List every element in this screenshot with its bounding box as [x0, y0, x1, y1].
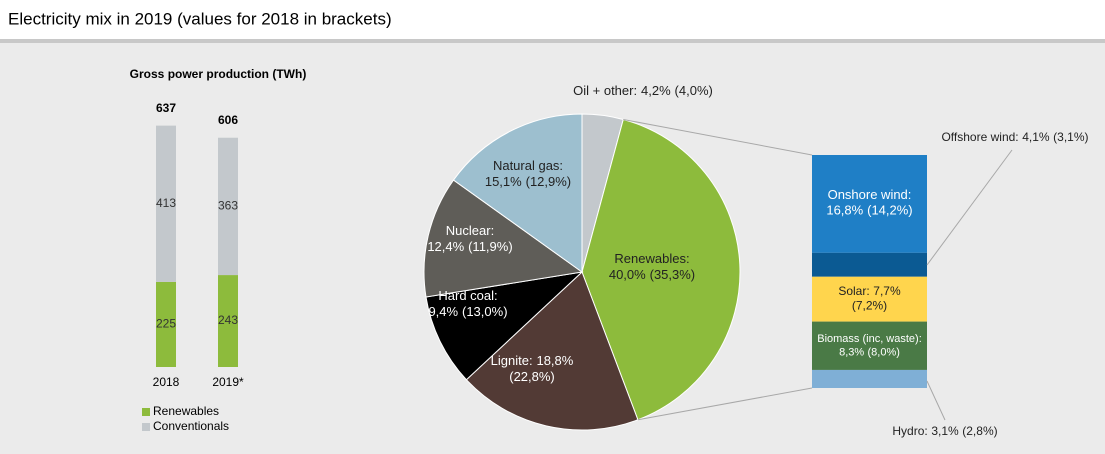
breakdown-label-part: Offshore wind:	[941, 130, 1018, 144]
connector-line	[637, 387, 813, 421]
pie-label-part: 4,2%	[641, 83, 671, 98]
pie-label-part: (22,8%)	[509, 369, 555, 384]
bar-total-label: 637	[156, 101, 176, 115]
pie-slice	[465, 271, 639, 431]
x-tick-label: 2019*	[212, 375, 244, 389]
breakdown-label-part: 8,3%	[839, 346, 864, 358]
breakdown-segment	[812, 155, 927, 253]
header	[0, 0, 1105, 39]
bar-value-label: 363	[218, 199, 238, 213]
pie-label: Renewables: 40,0% (35,3%)	[609, 252, 695, 283]
pie-label-part: (13,0%)	[462, 304, 508, 319]
pie-label: Oil + other: 4,2% (4,0%)	[573, 83, 713, 98]
breakdown-label-part: Biomass (inc, waste):	[817, 333, 922, 345]
bar-value-label: 243	[218, 313, 238, 327]
breakdown-label-part: (8,0%)	[867, 346, 899, 358]
pie-label: Hard coal: 9,4% (13,0%)	[428, 289, 507, 320]
pie-label-part: Natural gas:	[493, 159, 563, 174]
header-rule	[0, 39, 1105, 43]
bar-value-label: 225	[156, 317, 176, 331]
breakdown-label-part: 3,1%	[931, 424, 959, 438]
pie-label-part: 15,1%	[485, 174, 522, 189]
legend-swatch	[142, 423, 150, 431]
pie-label-part: Hard coal:	[438, 289, 497, 304]
pie-label-part: Oil + other:	[573, 83, 637, 98]
pie-label-part: Nuclear:	[446, 224, 494, 239]
pie-label-part: 9,4%	[428, 304, 458, 319]
breakdown-segment	[812, 369, 927, 388]
breakdown-label-part: (3,1%)	[1053, 130, 1088, 144]
bar-segment	[218, 275, 238, 367]
pie-label-part: Renewables:	[614, 252, 689, 267]
pie-label-part: (11,9%)	[468, 239, 513, 254]
pie-slice	[423, 179, 584, 298]
breakdown-label-part: 4,1%	[1022, 130, 1050, 144]
breakdown-label: Hydro: 3,1% (2,8%)	[892, 424, 997, 438]
leader-line	[926, 149, 1013, 266]
pie-label-part: 40,0%	[609, 267, 646, 282]
pie-label-part: (4,0%)	[675, 83, 713, 98]
pie-label: Nuclear: 12,4% (11,9%)	[427, 224, 512, 255]
legend-label: Renewables	[153, 404, 219, 418]
pie-slice	[425, 271, 584, 381]
breakdown-segment	[812, 321, 927, 370]
pie-slice	[581, 118, 741, 421]
pie-label-part: (35,3%)	[650, 267, 696, 282]
leader-line	[926, 380, 946, 421]
pie-label-part: Lignite:	[491, 354, 533, 369]
breakdown-label: Onshore wind: 16,8% (14,2%)	[826, 188, 912, 219]
pie-label: Natural gas: 15,1% (12,9%)	[485, 159, 571, 190]
breakdown-label: Offshore wind: 4,1% (3,1%)	[941, 130, 1088, 144]
pie-label-part: 12,4%	[427, 239, 464, 254]
legend-swatch	[142, 408, 150, 416]
connector-line	[623, 118, 813, 156]
bar-value-label: 413	[156, 196, 176, 210]
page-title: Electricity mix in 2019 (values for 2018…	[8, 9, 392, 28]
breakdown-label: Biomass (inc, waste): 8,3% (8,0%)	[817, 333, 922, 358]
breakdown-segment	[812, 252, 927, 277]
breakdown-label-part: (14,2%)	[867, 203, 913, 218]
bar-segment	[156, 125, 176, 282]
breakdown-label-part: Hydro:	[892, 424, 927, 438]
bar-segment	[218, 137, 238, 276]
bar-segment	[156, 281, 176, 367]
breakdown-label-part: 16,8%	[826, 203, 863, 218]
breakdown-label-part: (2,8%)	[962, 424, 997, 438]
breakdown-label: Solar: 7,7% (7,2%)	[838, 284, 901, 312]
breakdown-segment	[812, 276, 927, 322]
breakdown-label-part: Onshore wind:	[828, 188, 912, 203]
breakdown-label-part: 7,7%	[873, 284, 901, 298]
legend-label: Conventionals	[153, 419, 229, 433]
pie-label-part: (12,9%)	[526, 174, 572, 189]
breakdown-label-part: (7,2%)	[852, 299, 887, 313]
bar-total-label: 606	[218, 113, 238, 127]
pie-label-part: 18,8%	[536, 354, 573, 369]
x-tick-label: 2018	[153, 375, 180, 389]
breakdown-label-part: Solar:	[838, 284, 869, 298]
pie-slice	[452, 113, 583, 273]
pie-label: Lignite: 18,8% (22,8%)	[491, 354, 574, 385]
subchart-title: Gross power production (TWh)	[130, 67, 307, 81]
